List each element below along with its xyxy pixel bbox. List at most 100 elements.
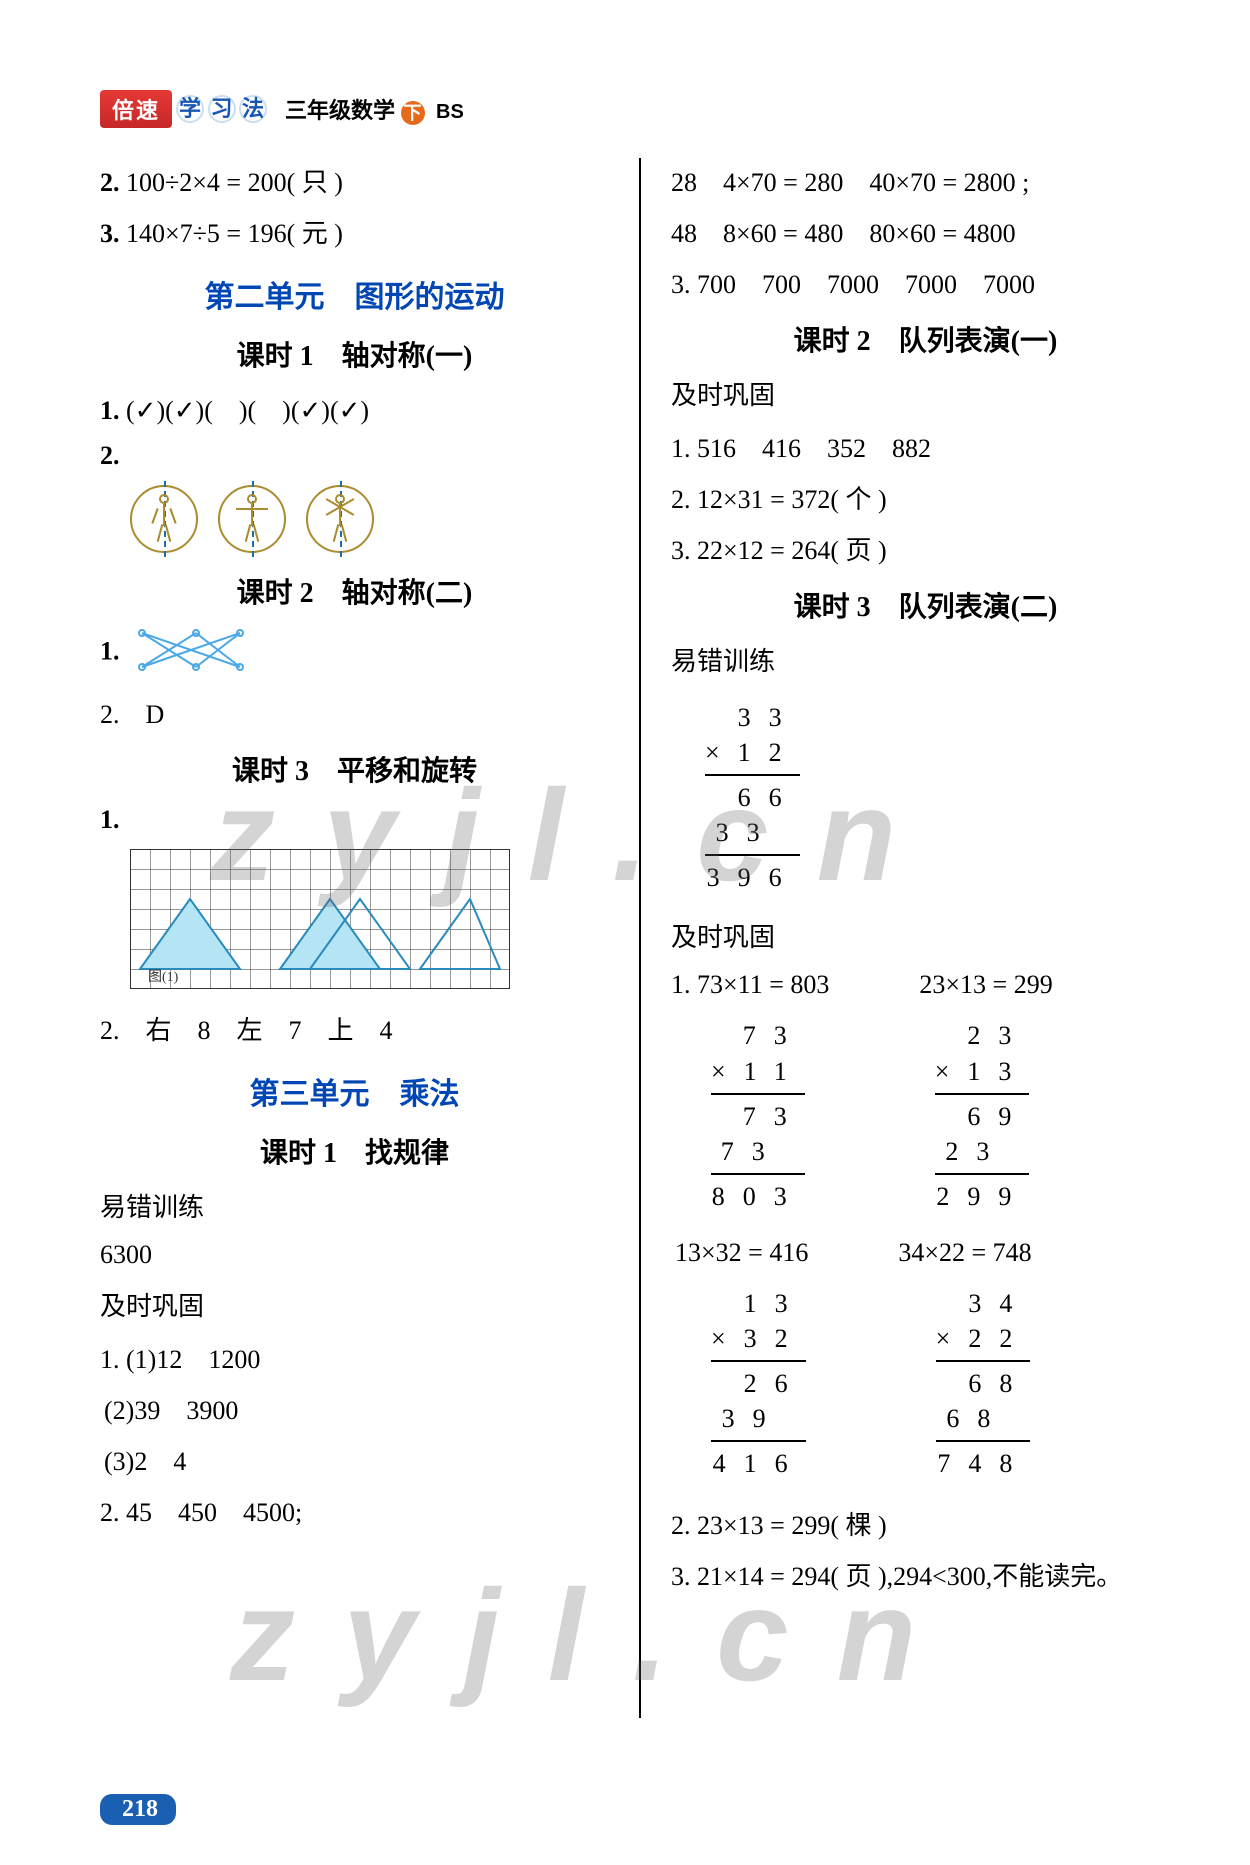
q-num: 2.	[100, 441, 120, 470]
mul-r: 416	[711, 1446, 806, 1481]
right-column: 28 4×70 = 280 40×70 = 2800 ; 48 8×60 = 4…	[641, 148, 1180, 1718]
mul-p2: 68	[936, 1401, 1031, 1436]
left-q3: 3. 140×7÷5 = 196( 元 )	[100, 213, 609, 250]
rq3: 3. 21×14 = 294( 页 ),294<300,不能读完。	[671, 1556, 1180, 1593]
mul-23x13: 23 ×13 69 23 299	[935, 1018, 1030, 1213]
mul-b: 12	[738, 738, 800, 767]
figure-2	[218, 485, 286, 553]
mul-r: 748	[936, 1446, 1031, 1481]
consolidate-r2: 及时巩固	[671, 917, 1180, 954]
mul-34x22: 34 ×22 68 68 748	[936, 1286, 1031, 1481]
lesson-3-2: 课时 2 队列表演(一)	[671, 319, 1180, 359]
header-badge: 倍速	[100, 90, 172, 128]
eq-pair-1: 1. 73×11 = 803 23×13 = 299	[671, 970, 1180, 1000]
mul-r: 803	[711, 1179, 805, 1214]
grid-diagram: 图(1)	[130, 849, 609, 996]
lesson-2-2: 课时 2 轴对称(二)	[100, 571, 609, 611]
lesson-2-1: 课时 1 轴对称(一)	[100, 334, 609, 374]
q-num: 2.	[100, 168, 120, 197]
unit-3-title: 第三单元 乘法	[100, 1069, 609, 1113]
err-train-r: 易错训练	[671, 641, 1180, 678]
unit-2-title: 第二单元 图形的运动	[100, 272, 609, 316]
mul-b: 11	[744, 1057, 805, 1086]
lesson2-3-q2: 2. 右 8 左 7 上 4	[100, 1010, 609, 1047]
consolidate-r1: 及时巩固	[671, 375, 1180, 412]
mul-p1: 26	[711, 1366, 806, 1401]
left-q2: 2. 100÷2×4 = 200( 只 )	[100, 162, 609, 199]
c2: 2. 45 450 4500;	[100, 1492, 609, 1529]
mul-p2: 23	[935, 1134, 1030, 1169]
eq2b: 34×22 = 748	[898, 1238, 1031, 1268]
circle-3: 法	[239, 95, 267, 123]
mul-33x12: 33 ×12 66 33 396	[705, 700, 800, 895]
header-circles: 学 习 法	[176, 95, 265, 123]
mul-a: 23	[935, 1018, 1030, 1053]
p3: 3. 22×12 = 264( 页 )	[671, 530, 1180, 567]
lesson2-3-q1: 1.	[100, 805, 609, 835]
rq2: 2. 23×13 = 299( 棵 )	[671, 1505, 1180, 1542]
p2: 2. 12×31 = 372( 个 )	[671, 479, 1180, 516]
mul-p1: 68	[936, 1366, 1031, 1401]
left-column: 2. 100÷2×4 = 200( 只 ) 3. 140×7÷5 = 196( …	[100, 148, 639, 1718]
p1: 1. 516 416 352 882	[671, 428, 1180, 465]
lesson-2-3: 课时 3 平移和旋转	[100, 749, 609, 789]
mul-p2: 39	[711, 1401, 806, 1436]
eq1a: 1. 73×11 = 803	[671, 970, 829, 1000]
mul-b: 22	[968, 1324, 1030, 1353]
lesson2-2-q2: 2. D	[100, 694, 609, 731]
xia-badge: 下	[401, 101, 425, 125]
checks-row: 1. (✓)(✓)( )( )(✓)(✓)	[100, 390, 609, 427]
columns: 2. 100÷2×4 = 200( 只 ) 3. 140×7÷5 = 196( …	[100, 148, 1180, 1718]
mul-p1: 66	[705, 780, 800, 815]
mul-p2: 33	[705, 815, 800, 850]
mul-pair-2: 13 ×32 26 39 416 34 ×22 68 68 748	[711, 1280, 1180, 1487]
circle-2: 习	[208, 95, 236, 123]
c1-1: 1. (1)12 1200	[100, 1339, 609, 1376]
mul-a: 33	[705, 700, 800, 735]
page-header: 倍速 学 习 法 三年级数学 下 BS	[100, 90, 1180, 128]
figures-q2: 2.	[100, 441, 609, 471]
c1-3: (3)2 4	[104, 1441, 609, 1478]
mul-r: 396	[705, 860, 800, 895]
eq2a: 13×32 = 416	[675, 1238, 808, 1268]
q-num: 1.	[100, 396, 120, 425]
mul-b: 13	[967, 1057, 1029, 1086]
q-num: 3.	[100, 219, 120, 248]
lesson-3-3: 课时 3 队列表演(二)	[671, 585, 1180, 625]
mul-p1: 73	[711, 1099, 805, 1134]
lesson2-2-q1: 1.	[100, 627, 609, 680]
checks: (✓)(✓)( )( )(✓)(✓)	[126, 396, 369, 425]
mul-r: 299	[935, 1179, 1030, 1214]
mul-b: 32	[744, 1324, 806, 1353]
page-number: 218	[100, 1794, 176, 1825]
q-num: 1.	[100, 805, 120, 834]
mul-a: 73	[711, 1018, 805, 1053]
header-bs: BS	[436, 101, 464, 123]
cross-icon	[136, 627, 246, 680]
figure-3	[306, 485, 374, 553]
q-eq: 100÷2×4 = 200( 只 )	[126, 168, 343, 197]
mul-13x32: 13 ×32 26 39 416	[711, 1286, 806, 1481]
q-eq: 140×7÷5 = 196( 元 )	[126, 219, 343, 248]
mul-pair-1: 73 ×11 73 73 803 23 ×13 69 23 299	[711, 1012, 1180, 1219]
mul-a: 34	[936, 1286, 1031, 1321]
lesson-3-1: 课时 1 找规律	[100, 1131, 609, 1171]
r3: 3. 700 700 7000 7000 7000	[671, 264, 1180, 301]
header-subject: 三年级数学 下 BS	[285, 93, 464, 125]
q-num: 1.	[100, 636, 120, 665]
r1: 28 4×70 = 280 40×70 = 2800 ;	[671, 162, 1180, 199]
grid-label: 图(1)	[148, 970, 179, 985]
consolidate: 及时巩固	[100, 1286, 609, 1323]
eq1b: 23×13 = 299	[919, 970, 1052, 1000]
mul-p1: 69	[935, 1099, 1030, 1134]
err-train: 易错训练	[100, 1187, 609, 1224]
symmetry-figures	[130, 485, 609, 553]
circle-1: 学	[176, 95, 204, 123]
err-ans: 6300	[100, 1240, 609, 1270]
c1-2: (2)39 3900	[104, 1390, 609, 1427]
mul-p2: 73	[711, 1134, 805, 1169]
mul-a: 13	[711, 1286, 806, 1321]
mul-73x11: 73 ×11 73 73 803	[711, 1018, 805, 1213]
eq-pair-2: 13×32 = 416 34×22 = 748	[675, 1238, 1180, 1268]
figure-1	[130, 485, 198, 553]
